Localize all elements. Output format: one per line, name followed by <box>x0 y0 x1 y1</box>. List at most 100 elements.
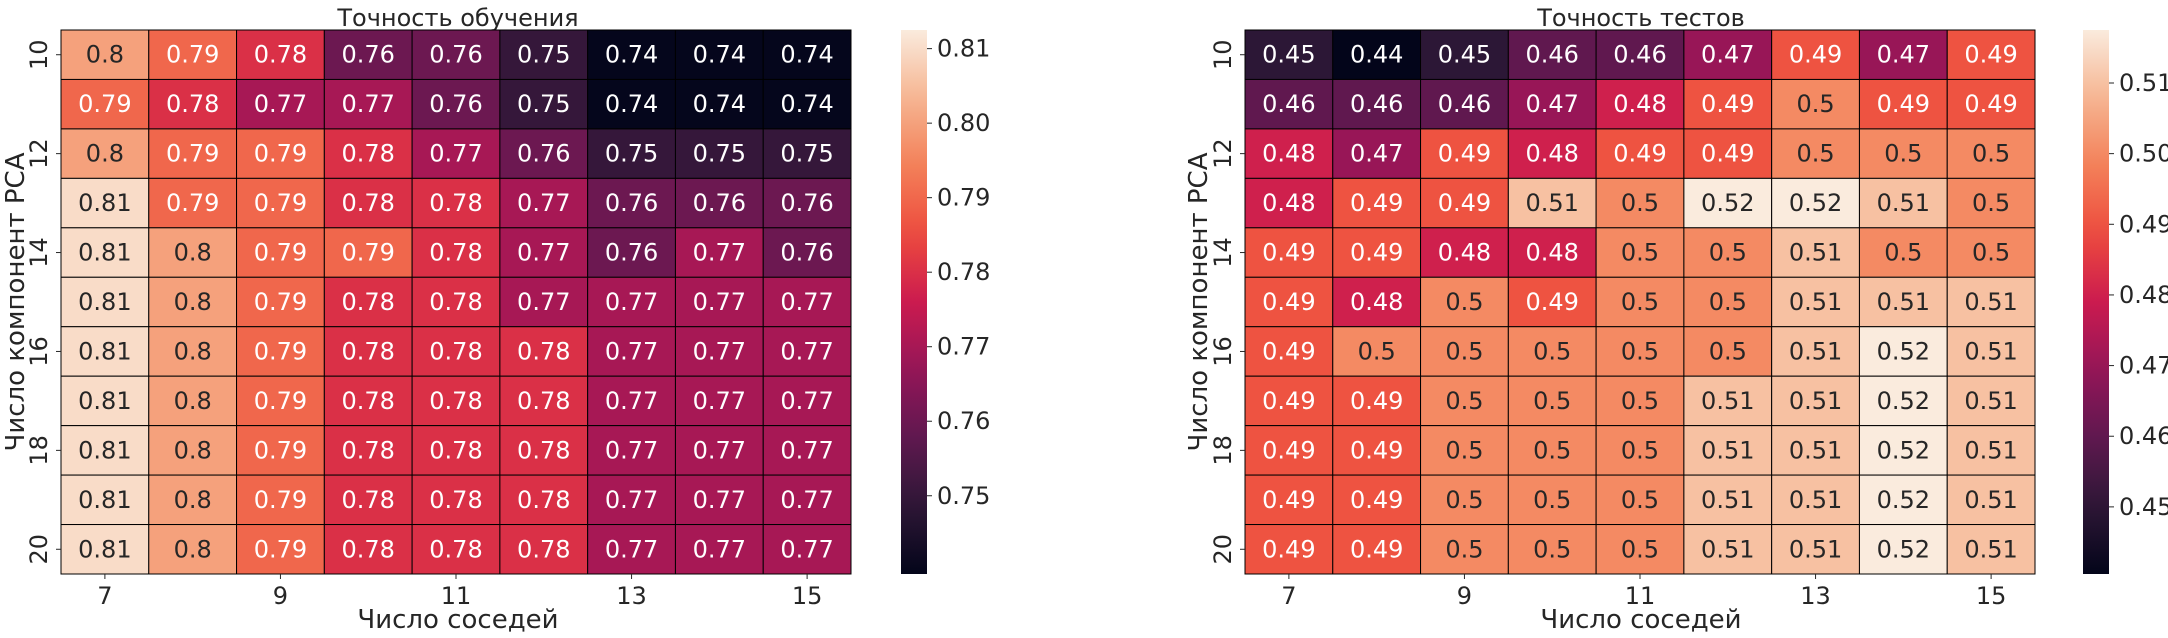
heatmap-cell <box>236 474 325 526</box>
heatmap-cell <box>411 326 501 377</box>
heatmap-cell <box>148 29 238 80</box>
heatmap-cell <box>1595 29 1685 80</box>
cell-value-label: 0.5 <box>1621 387 1659 415</box>
heatmap-cell <box>1946 128 2036 179</box>
cell-value-label: 0.48 <box>1262 189 1315 217</box>
cell-value-label: 0.48 <box>1350 288 1403 316</box>
heatmap-cell <box>1595 78 1685 130</box>
cell-value-label: 0.51 <box>1789 337 1842 365</box>
cell-value-label: 0.76 <box>517 140 570 168</box>
heatmap-cell <box>499 276 589 328</box>
cell-value-label: 0.51 <box>1964 535 2017 563</box>
heatmap-cell <box>1946 524 2036 575</box>
cell-value-label: 0.5 <box>1533 535 1571 563</box>
heatmap-cell <box>1244 276 1334 328</box>
cell-value-label: 0.76 <box>429 90 482 118</box>
cell-value-label: 0.79 <box>254 387 307 415</box>
cell-value-label: 0.5 <box>1533 486 1571 514</box>
colorbar-tick-label: 0.47 <box>2119 352 2168 380</box>
heatmap-cell <box>1858 375 1948 427</box>
cell-value-label: 0.51 <box>1964 436 2017 464</box>
heatmap-cell <box>1858 177 1948 229</box>
heatmap-cell <box>148 177 238 229</box>
cell-value-label: 0.5 <box>1884 140 1922 168</box>
x-tick-label: 7 <box>1281 582 1296 610</box>
heatmap-cell <box>323 177 413 229</box>
cell-value-label: 0.76 <box>429 41 482 69</box>
heatmap-cell <box>1332 375 1422 427</box>
heatmap-cell <box>1683 227 1773 278</box>
x-tick-label: 15 <box>1976 582 2007 610</box>
heatmap-cell <box>1946 29 2036 80</box>
x-tick-label: 9 <box>273 582 288 610</box>
cell-value-label: 0.52 <box>1789 189 1842 217</box>
heatmap-cell <box>587 425 676 476</box>
x-tick-labels: 7 9 11 13 15 <box>97 574 822 610</box>
heatmap-cell <box>1244 177 1334 229</box>
heatmap-cell <box>762 375 852 427</box>
cell-value-label: 0.52 <box>1877 486 1930 514</box>
heatmap-cell <box>1244 227 1334 278</box>
cell-value-label: 0.77 <box>693 436 746 464</box>
cell-value-label: 0.79 <box>166 140 219 168</box>
colorbar-tick-label: 0.50 <box>2119 140 2168 168</box>
cell-value-label: 0.46 <box>1262 90 1315 118</box>
cell-value-label: 0.5 <box>1533 387 1571 415</box>
cell-value-label: 0.75 <box>780 140 833 168</box>
heatmap-cell <box>1507 29 1597 80</box>
cell-value-label: 0.77 <box>517 189 570 217</box>
heatmap-cell <box>1420 375 1509 427</box>
cell-value-label: 0.77 <box>605 288 658 316</box>
heatmap-cell <box>411 128 501 179</box>
y-tick-label: 18 <box>25 435 53 466</box>
heatmap-cell <box>1771 375 1860 427</box>
cell-value-label: 0.5 <box>1621 239 1659 267</box>
cell-value-label: 0.75 <box>517 41 570 69</box>
cell-value-label: 0.5 <box>1972 239 2010 267</box>
cell-value-label: 0.48 <box>1613 90 1666 118</box>
cell-value-label: 0.81 <box>78 239 131 267</box>
x-tick-label: 11 <box>441 582 472 610</box>
heatmap-cell <box>148 326 238 377</box>
heatmap-cell <box>499 425 589 476</box>
cell-value-label: 0.78 <box>342 288 395 316</box>
heatmap-cell <box>1244 375 1334 427</box>
cell-value-label: 0.8 <box>86 140 124 168</box>
test-accuracy-heatmap: Точность тестов 0.45 0.44 0.45 0.46 0.46 0.47… <box>1184 4 2168 635</box>
heatmap-cell <box>236 375 325 427</box>
x-tick-label: 15 <box>792 582 823 610</box>
cell-value-label: 0.8 <box>174 535 212 563</box>
cell-value-label: 0.49 <box>1262 387 1315 415</box>
cell-value-label: 0.78 <box>342 436 395 464</box>
heatmap-cell <box>1771 177 1860 229</box>
cell-value-label: 0.74 <box>780 41 833 69</box>
cell-value-label: 0.51 <box>1701 486 1754 514</box>
colorbar-tick-label: 0.76 <box>937 407 990 435</box>
cell-value-label: 0.77 <box>780 535 833 563</box>
cell-value-label: 0.5 <box>1445 436 1483 464</box>
cell-value-label: 0.5 <box>1884 239 1922 267</box>
heatmap-cell <box>236 128 325 179</box>
cell-value-label: 0.49 <box>1613 140 1666 168</box>
heatmap-cell <box>1858 326 1948 377</box>
cell-value-label: 0.8 <box>174 337 212 365</box>
cell-value-label: 0.79 <box>254 239 307 267</box>
cell-value-label: 0.78 <box>517 436 570 464</box>
cell-value-label: 0.78 <box>342 387 395 415</box>
cell-value-label: 0.78 <box>517 486 570 514</box>
heatmap-cell <box>236 78 325 130</box>
heatmap-cell <box>587 375 676 427</box>
y-tick-label: 16 <box>25 336 53 367</box>
heatmap-cell <box>1595 227 1685 278</box>
cell-value-label: 0.5 <box>1709 337 1747 365</box>
heatmap-cell <box>1858 474 1948 526</box>
colorbar-tick-label: 0.78 <box>937 258 990 286</box>
cell-value-label: 0.52 <box>1877 535 1930 563</box>
cell-value-label: 0.78 <box>342 140 395 168</box>
heatmap-cell <box>1332 276 1422 328</box>
cell-value-label: 0.77 <box>693 337 746 365</box>
chart-title: Точность обучения <box>336 4 578 32</box>
heatmap-cell <box>762 177 852 229</box>
cell-value-label: 0.46 <box>1438 90 1491 118</box>
